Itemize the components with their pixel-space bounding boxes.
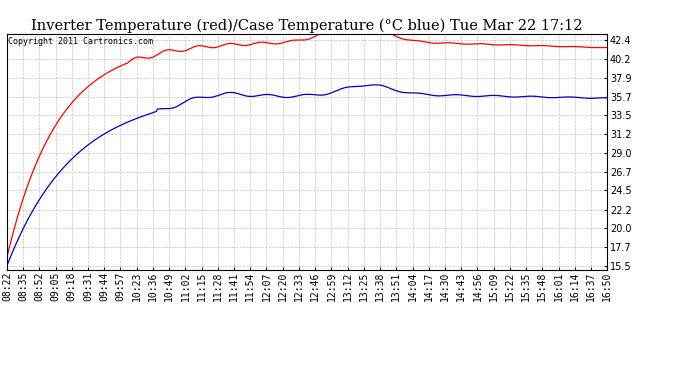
Title: Inverter Temperature (red)/Case Temperature (°C blue) Tue Mar 22 17:12: Inverter Temperature (red)/Case Temperat… (31, 18, 583, 33)
Text: Copyright 2011 Cartronics.com: Copyright 2011 Cartronics.com (8, 37, 152, 46)
